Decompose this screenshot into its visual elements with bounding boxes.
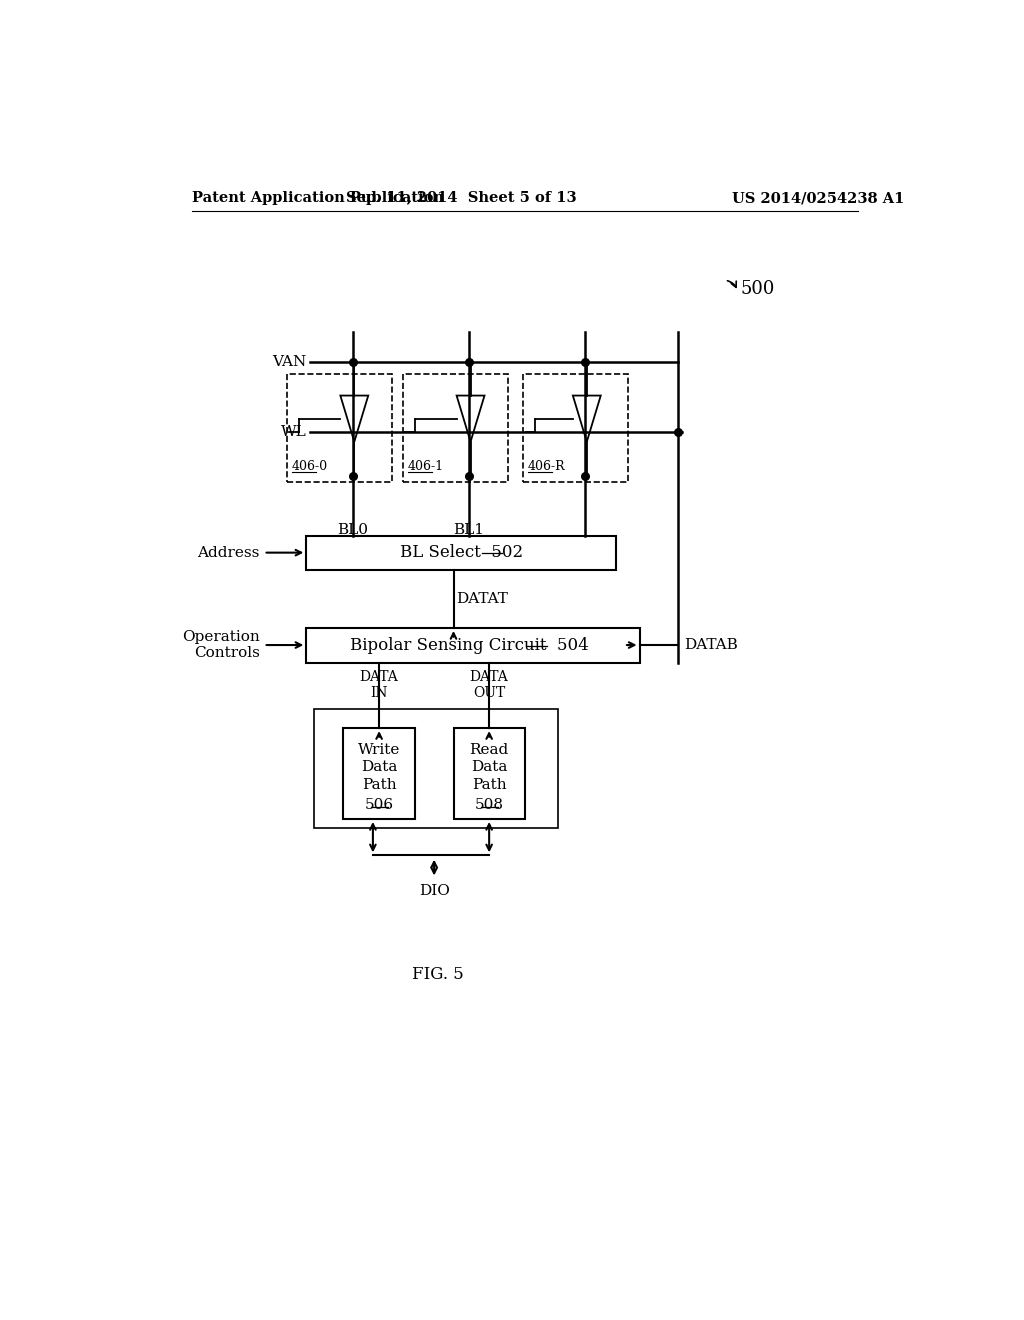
Text: 406-1: 406-1 (408, 459, 443, 473)
Text: 406-R: 406-R (528, 459, 565, 473)
Bar (403, 374, 508, 482)
Text: 406-0: 406-0 (292, 459, 328, 473)
Text: BL1: BL1 (454, 523, 484, 536)
Text: FIG. 5: FIG. 5 (412, 966, 464, 983)
Text: 506: 506 (365, 799, 393, 812)
Text: DATAT: DATAT (457, 591, 509, 606)
Bar (306, 536, 616, 570)
Text: Operation
Controls: Operation Controls (182, 630, 260, 660)
Text: BL Select  502: BL Select 502 (399, 544, 523, 561)
Text: Bipolar Sensing Circuit  504: Bipolar Sensing Circuit 504 (349, 636, 589, 653)
Bar (287, 374, 391, 482)
Bar (523, 374, 628, 482)
Bar (306, 628, 640, 663)
Text: Address: Address (198, 545, 260, 560)
Text: Read
Data
Path: Read Data Path (470, 743, 509, 792)
Text: DATA
OUT: DATA OUT (470, 671, 509, 700)
Text: 500: 500 (740, 280, 774, 298)
Text: Sep. 11, 2014  Sheet 5 of 13: Sep. 11, 2014 Sheet 5 of 13 (346, 191, 577, 206)
Text: VAN: VAN (272, 355, 306, 370)
Bar (454, 729, 524, 818)
Bar (343, 729, 415, 818)
Text: DIO: DIO (419, 884, 450, 899)
Text: WL: WL (281, 425, 306, 438)
Bar (314, 709, 558, 829)
Text: Patent Application Publication: Patent Application Publication (191, 191, 443, 206)
Text: Write
Data
Path: Write Data Path (358, 743, 400, 792)
Text: 508: 508 (475, 799, 504, 812)
Text: DATA
IN: DATA IN (359, 671, 398, 700)
Text: US 2014/0254238 A1: US 2014/0254238 A1 (732, 191, 905, 206)
Text: BL0: BL0 (337, 523, 369, 536)
Text: DATAB: DATAB (684, 638, 738, 652)
